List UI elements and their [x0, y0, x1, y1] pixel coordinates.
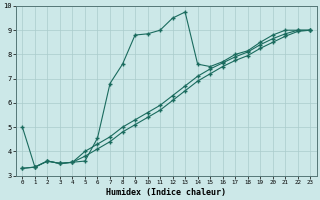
X-axis label: Humidex (Indice chaleur): Humidex (Indice chaleur)	[106, 188, 226, 197]
